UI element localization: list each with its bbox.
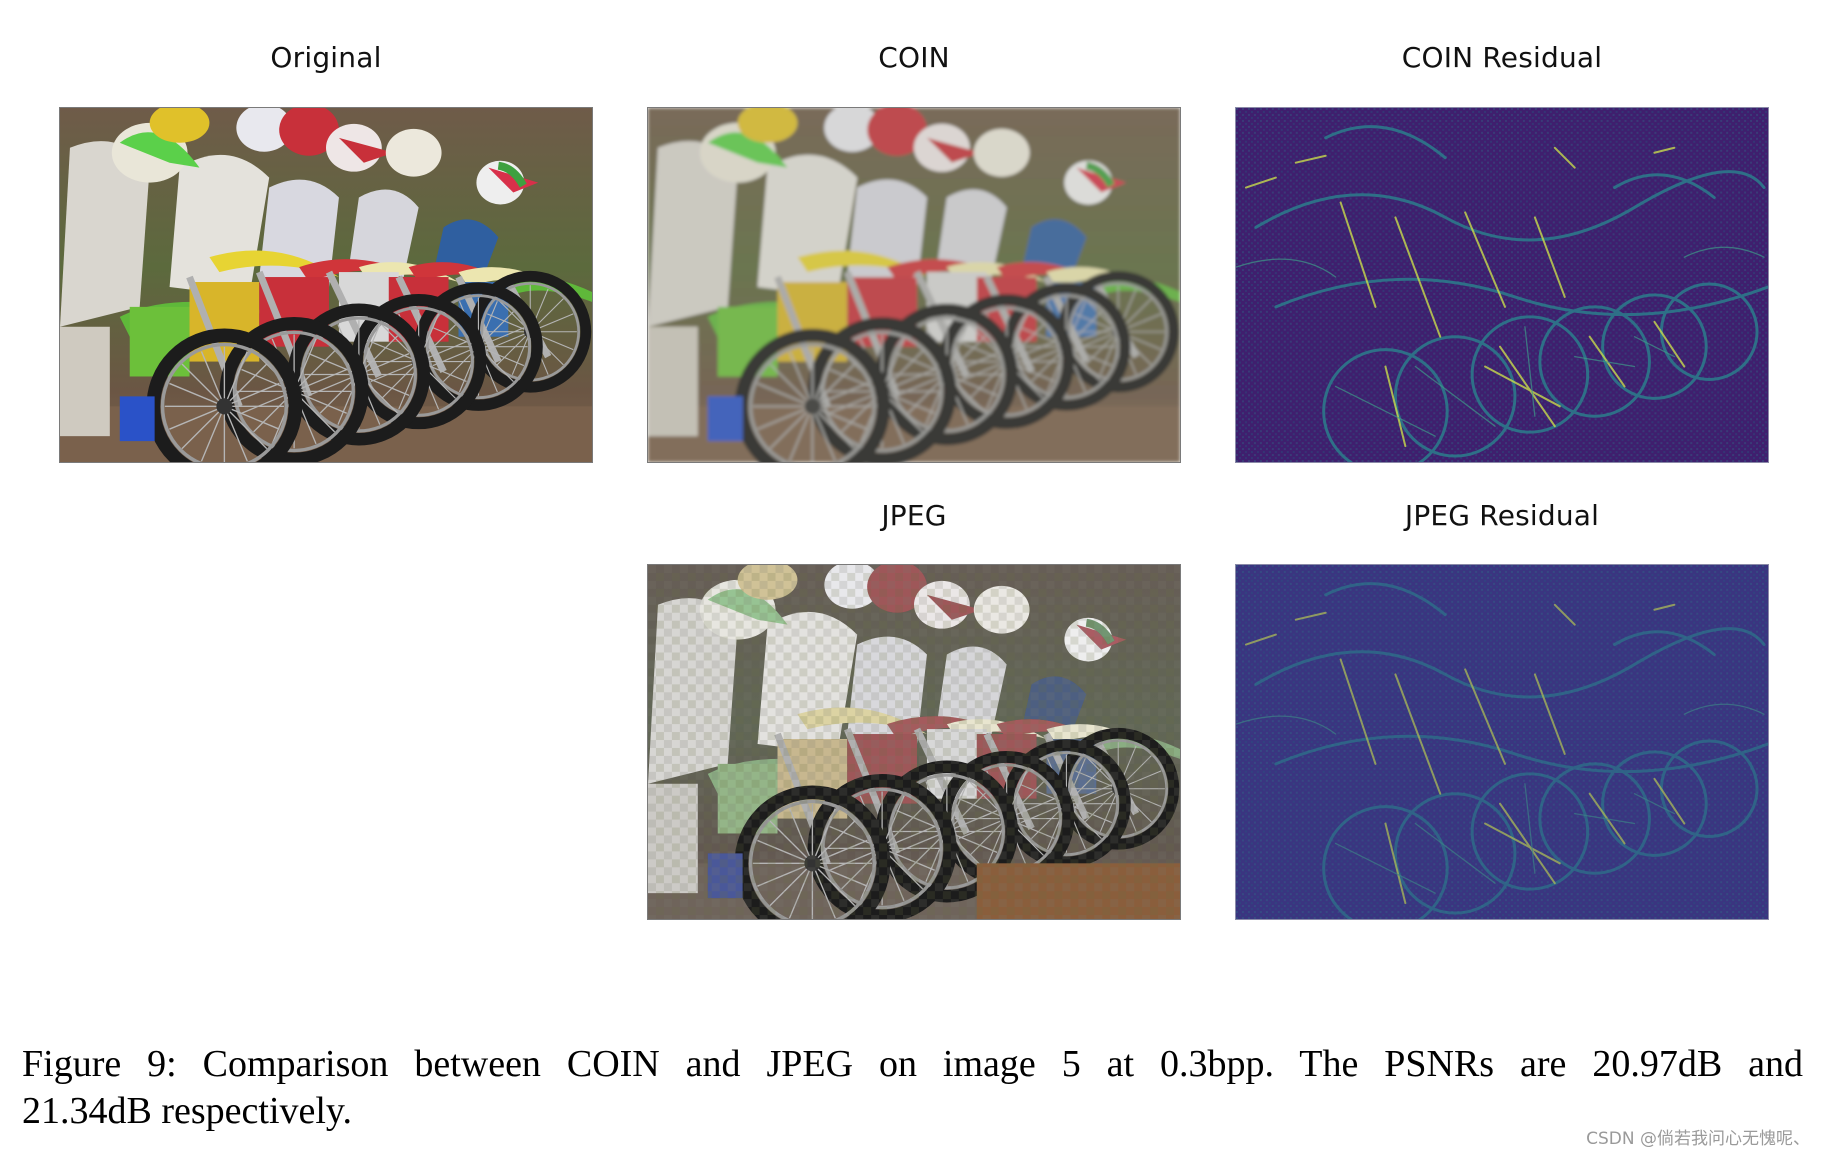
panel-title-jpeg: JPEG <box>881 499 947 532</box>
jpeg-residual-heatmap <box>1235 564 1769 920</box>
figure-caption-line-1: Figure 9: Comparison between COIN and JP… <box>22 1043 1803 1085</box>
jpeg-reconstruction-image <box>647 564 1181 920</box>
panel-title-coin: COIN <box>878 41 950 74</box>
figure-caption-line-2: 21.34dB respectively. <box>22 1090 352 1132</box>
panel-title-original: Original <box>270 41 382 74</box>
original-image <box>59 107 593 463</box>
panel-title-coin-residual: COIN Residual <box>1401 41 1603 74</box>
csdn-watermark: CSDN @倘若我问心无愧呢、 <box>1586 1129 1810 1149</box>
panel-title-jpeg-residual: JPEG Residual <box>1404 499 1600 532</box>
coin-reconstruction-image <box>647 107 1181 463</box>
coin-residual-heatmap <box>1235 107 1769 463</box>
